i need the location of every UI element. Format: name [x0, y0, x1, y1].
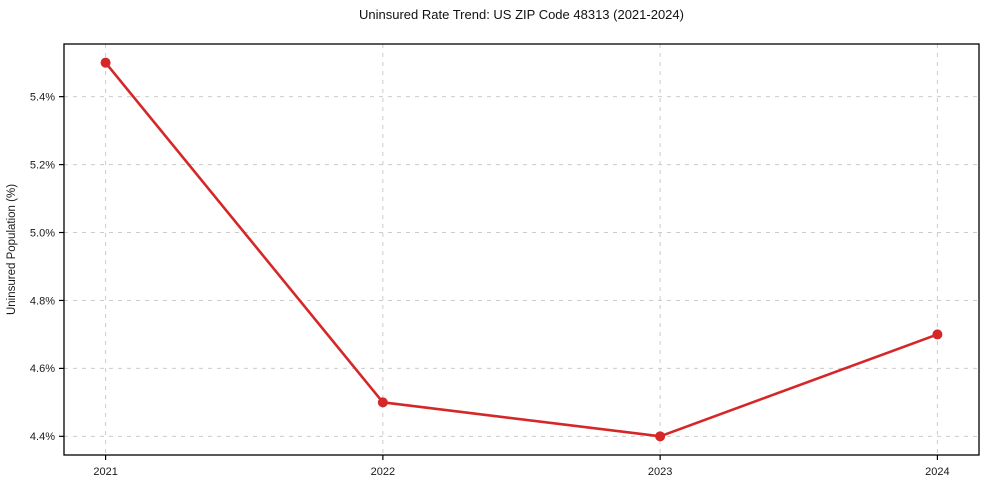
chart-title: Uninsured Rate Trend: US ZIP Code 48313 … — [359, 7, 684, 22]
data-line — [104, 61, 939, 438]
x-tick-label: 2021 — [93, 466, 117, 478]
y-tick-label: 4.8% — [30, 295, 55, 307]
y-axis-label: Uninsured Population (%) — [6, 184, 18, 315]
x-tick-label: 2024 — [925, 466, 949, 478]
y-tick-label: 5.4% — [30, 91, 55, 103]
y-tick-label: 4.6% — [30, 363, 55, 375]
x-tick-label: 2023 — [648, 466, 672, 478]
y-tick-label: 5.0% — [30, 227, 55, 239]
data-point — [932, 329, 943, 340]
x-tick-label: 2022 — [371, 466, 395, 478]
y-tick-label: 4.4% — [30, 431, 55, 443]
y-tick-label: 5.2% — [30, 159, 55, 171]
data-point — [377, 397, 388, 408]
data-point — [100, 57, 111, 68]
data-point — [655, 431, 666, 442]
plot-border — [63, 43, 980, 456]
